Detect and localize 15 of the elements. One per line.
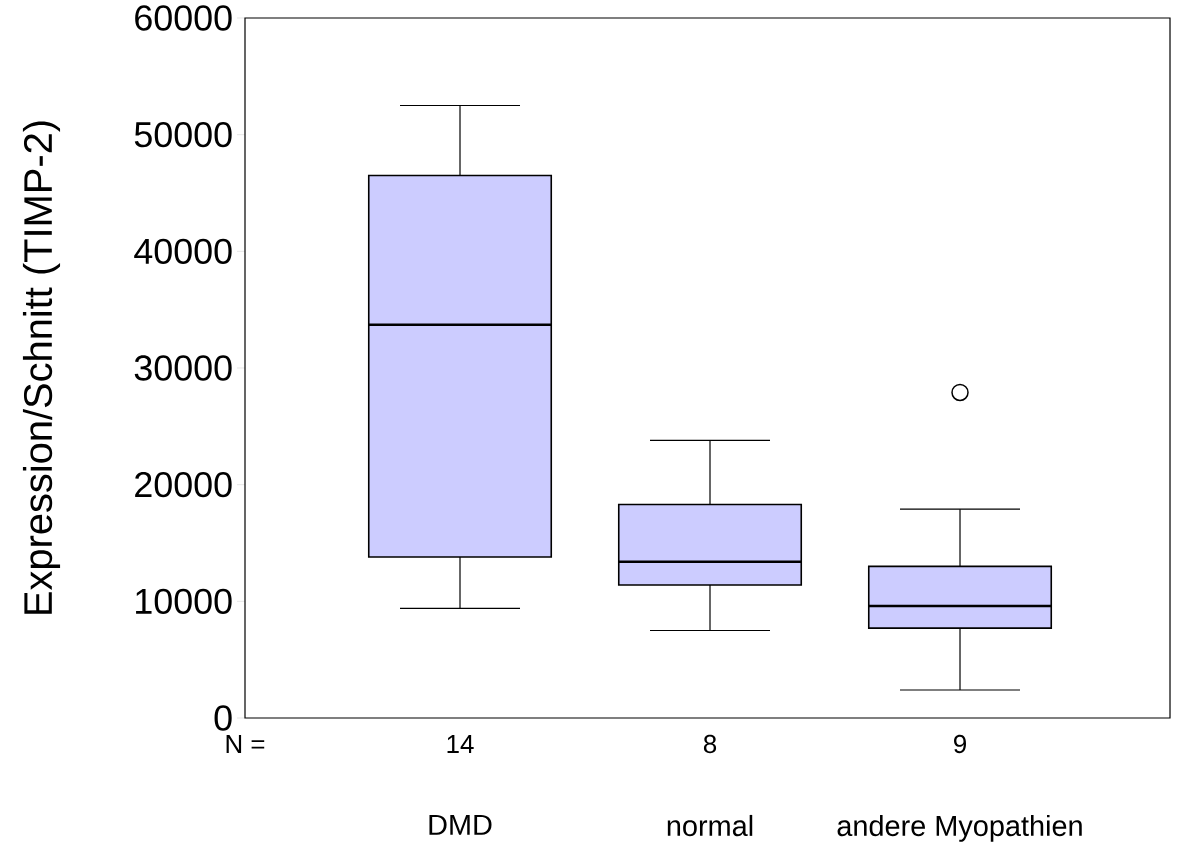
text: 14 [447, 735, 474, 753]
x-tick-label: DMD [429, 814, 492, 835]
y-tick-label: 50000 [134, 121, 232, 148]
y-tick-label: 0 [214, 705, 232, 731]
text: 9 [954, 734, 966, 754]
text: N = [226, 735, 265, 753]
text: 8 [703, 734, 717, 754]
y-axis-title: Expression/Schnitt (TIMP-2) [22, 121, 61, 614]
y-tick-label: 30000 [134, 355, 232, 381]
x-tick-label: andere Myopathien [837, 814, 1082, 842]
y-tick-label: 20000 [135, 471, 232, 498]
y-tick-label: 10000 [136, 588, 232, 615]
y-tick-label: 40000 [134, 238, 232, 265]
x-tick-label: normal [667, 814, 753, 837]
y-tick-label: 60000 [135, 5, 232, 31]
